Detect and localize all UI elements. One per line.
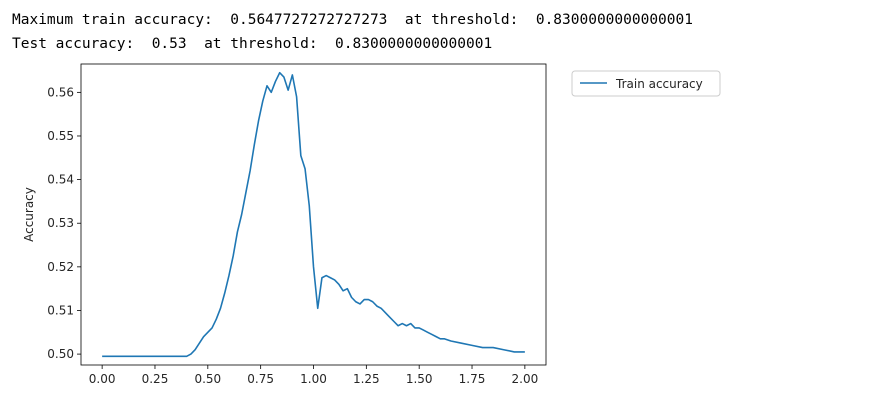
output-line-test: Test accuracy: 0.53 at threshold: 0.8300… bbox=[12, 34, 492, 54]
max-train-threshold-label: at threshold: bbox=[404, 12, 519, 28]
y-tick-label: 0.55 bbox=[47, 129, 74, 143]
y-tick-label: 0.56 bbox=[47, 85, 74, 99]
max-train-value: 0.5647727272727273 bbox=[230, 12, 388, 28]
x-tick-label: 2.00 bbox=[512, 372, 539, 386]
test-accuracy-label: Test accuracy: bbox=[12, 36, 135, 52]
tick-group: 0.00 0.25 0.50 0.75 1.00 1.25 1.50 1.75 2.00 0.50… bbox=[47, 85, 538, 386]
x-tick-label: 0.00 bbox=[89, 372, 116, 386]
max-train-label: Maximum train accuracy: bbox=[12, 12, 213, 28]
x-tick-label: 1.00 bbox=[300, 372, 327, 386]
x-tick-label: 1.50 bbox=[406, 372, 433, 386]
y-tick-label: 0.54 bbox=[47, 173, 74, 187]
x-tick-label: 1.25 bbox=[353, 372, 380, 386]
y-tick-label: 0.50 bbox=[47, 347, 74, 361]
legend-box bbox=[571, 70, 721, 97]
max-train-threshold-value: 0.8300000000000001 bbox=[535, 12, 693, 28]
plot-frame bbox=[80, 63, 547, 366]
y-axis-label: Accuracy bbox=[22, 187, 36, 242]
x-tick-label: 0.25 bbox=[142, 372, 169, 386]
test-threshold-value: 0.8300000000000001 bbox=[335, 36, 493, 52]
y-tick-label: 0.52 bbox=[47, 260, 74, 274]
x-tick-label: 0.75 bbox=[247, 372, 274, 386]
series-group bbox=[102, 71, 525, 358]
legend: Train accuracy bbox=[571, 70, 721, 97]
legend-label: Train accuracy bbox=[615, 77, 703, 91]
test-accuracy-value: 0.53 bbox=[151, 36, 187, 52]
x-tick-label: 1.75 bbox=[459, 372, 486, 386]
x-tick-label: 0.50 bbox=[194, 372, 221, 386]
train-accuracy-line bbox=[102, 71, 525, 358]
plot-axes bbox=[80, 63, 547, 366]
test-threshold-label: at threshold: bbox=[204, 36, 318, 52]
y-tick-label: 0.51 bbox=[47, 303, 74, 317]
output-line-max-train: Maximum train accuracy: 0.56477272727272… bbox=[12, 10, 693, 30]
y-tick-label: 0.53 bbox=[47, 216, 74, 230]
